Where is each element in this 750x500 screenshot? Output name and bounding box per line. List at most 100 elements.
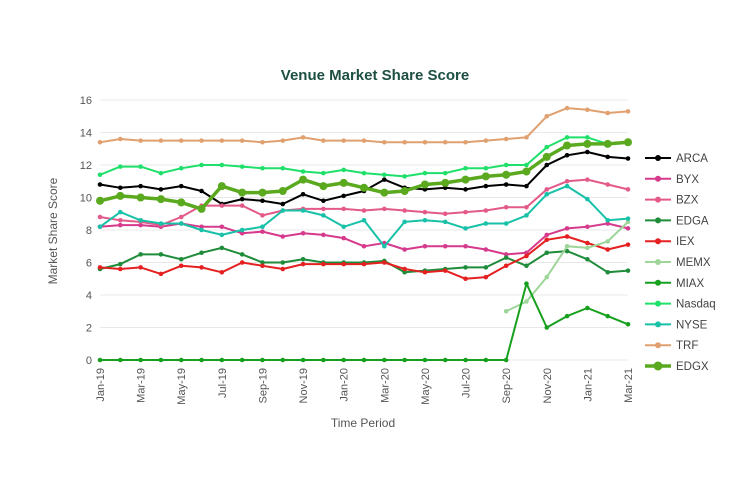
series-edgx (96, 138, 632, 213)
legend-marker (655, 342, 661, 349)
data-point (463, 139, 468, 145)
data-point (524, 135, 529, 140)
data-point (563, 141, 572, 150)
series-nyse (97, 183, 631, 249)
y-tick-label: 12 (80, 160, 92, 172)
data-point (138, 138, 143, 143)
legend-marker (655, 300, 661, 307)
data-point (300, 261, 306, 267)
data-point (199, 224, 204, 230)
y-tick-label: 0 (86, 355, 92, 367)
data-point (219, 203, 225, 208)
data-point (118, 222, 123, 228)
data-point (217, 182, 226, 191)
x-axis-label: Time Period (331, 416, 395, 430)
data-point (238, 188, 247, 197)
data-point (158, 271, 164, 277)
data-point (178, 357, 184, 363)
data-point (341, 261, 346, 267)
data-point (138, 183, 143, 189)
grid-lines (100, 99, 628, 361)
data-point (178, 256, 184, 262)
data-point (300, 191, 306, 197)
data-point (321, 198, 326, 204)
data-point (280, 201, 286, 207)
data-point (382, 243, 387, 249)
x-tick-label: Mar-20 (379, 368, 391, 403)
data-point (136, 193, 145, 202)
data-point (463, 265, 468, 270)
data-point (382, 260, 387, 265)
data-point (544, 232, 550, 238)
x-tick-label: Jul-19 (217, 368, 229, 398)
data-point (422, 269, 428, 275)
data-point (158, 187, 164, 192)
data-point (382, 177, 387, 182)
data-point (442, 211, 448, 217)
data-point (544, 237, 550, 243)
data-point (625, 156, 631, 161)
data-point (483, 165, 489, 171)
data-point (524, 253, 529, 259)
data-point (564, 105, 570, 111)
data-point (219, 138, 225, 143)
series-iex (97, 234, 631, 282)
data-point (442, 243, 448, 249)
data-point (402, 174, 407, 179)
data-point (97, 172, 103, 178)
data-point (544, 144, 550, 150)
legend: ARCA BYX BZX EDGA IEX MEMX MIAX Nasdaq NYSE TRF ED… (645, 153, 716, 373)
data-point (625, 268, 631, 273)
x-tick-label: Nov-20 (542, 368, 554, 403)
data-point (583, 139, 592, 148)
data-point (260, 165, 265, 171)
data-point (280, 266, 286, 272)
data-point (605, 182, 610, 187)
legend-item-edga: EDGA (645, 215, 709, 227)
data-point (422, 217, 428, 223)
y-tick-label: 14 (80, 128, 92, 140)
data-point (402, 139, 407, 145)
data-point (280, 260, 286, 265)
legend-label: BYX (676, 174, 699, 186)
legend-label: NYSE (676, 319, 708, 331)
data-point (624, 138, 632, 147)
data-point (442, 139, 448, 145)
data-point (564, 178, 570, 184)
data-point (118, 185, 123, 191)
data-point (300, 230, 306, 236)
data-point (585, 107, 590, 113)
data-point (564, 152, 570, 158)
data-point (524, 183, 529, 189)
data-point (97, 265, 103, 270)
data-point (544, 113, 550, 119)
data-point (219, 224, 225, 230)
data-point (524, 299, 529, 304)
data-point (260, 198, 265, 204)
data-point (341, 357, 346, 363)
data-point (158, 357, 164, 363)
data-point (380, 188, 389, 197)
data-point (625, 242, 631, 247)
data-point (300, 135, 306, 140)
data-point (605, 313, 610, 319)
data-point (197, 204, 206, 213)
legend-item-nyse: NYSE (645, 319, 708, 331)
data-point (321, 357, 326, 363)
data-point (239, 164, 245, 169)
series-line (99, 140, 629, 211)
data-point (503, 221, 509, 226)
data-point (138, 252, 143, 257)
legend-label: IEX (676, 236, 695, 248)
data-point (402, 247, 407, 252)
data-point (564, 248, 570, 254)
data-point (402, 208, 407, 213)
data-point (625, 187, 631, 192)
data-point (585, 240, 590, 246)
data-point (564, 226, 570, 231)
x-tick-label: May-19 (176, 368, 188, 405)
data-point (361, 261, 367, 267)
x-tick-label: Nov-19 (298, 368, 310, 403)
data-point (321, 232, 326, 238)
data-point (585, 177, 590, 182)
